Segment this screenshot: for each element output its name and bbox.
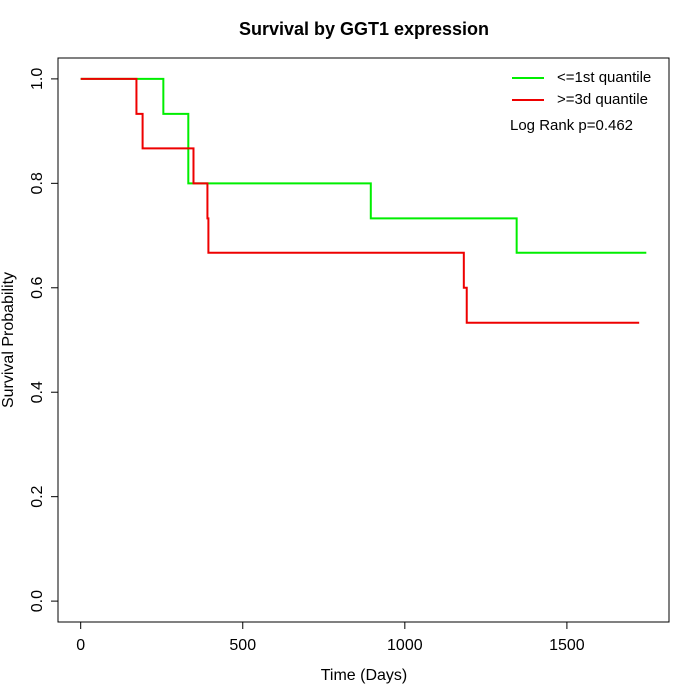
y-tick-label: 0.8: [29, 172, 46, 194]
chart-title: Survival by GGT1 expression: [239, 19, 489, 39]
survival-line: [80, 77, 647, 254]
y-axis-title: Survival Probability: [0, 272, 17, 408]
x-tick-label: 500: [229, 637, 256, 654]
y-tick-label: 0.4: [29, 381, 46, 403]
y-tick-label: 1.0: [29, 68, 46, 90]
legend-label: >=3d quantile: [557, 91, 648, 108]
x-tick-label: 0: [76, 637, 85, 654]
y-tick-label: 0.6: [29, 277, 46, 299]
y-tick-label: 0.2: [29, 485, 46, 507]
survival-line: [80, 77, 640, 324]
annotation: Log Rank p=0.462: [510, 117, 633, 134]
y-tick-label: 0.0: [29, 590, 46, 612]
plot-frame: [57, 57, 670, 623]
x-tick-label: 1500: [549, 637, 585, 654]
x-axis-title: Time (Days): [321, 667, 408, 684]
legend-label: <=1st quantile: [557, 69, 651, 86]
x-tick-label: 1000: [387, 637, 423, 654]
